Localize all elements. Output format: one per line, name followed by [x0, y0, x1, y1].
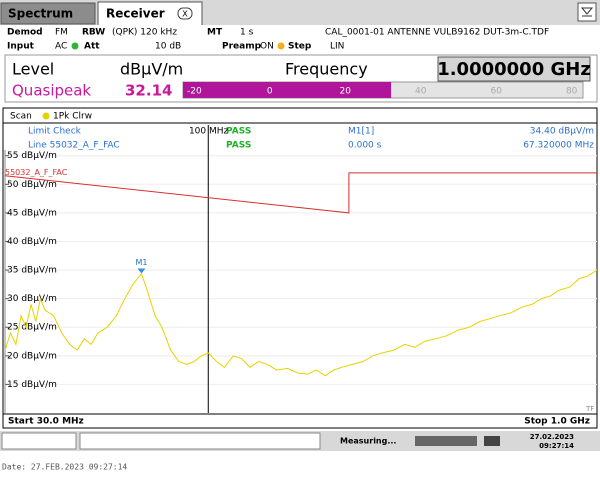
- level-label: Level: [12, 60, 54, 79]
- bar-tick-label: 60: [490, 87, 502, 97]
- marker-info: M1[1]: [348, 127, 374, 137]
- status-time: 09:27:14: [539, 442, 574, 450]
- setting-key: Att: [84, 42, 100, 52]
- menu-glyph: [580, 7, 594, 17]
- setting-key: Demod: [7, 28, 43, 38]
- status-icon: [484, 436, 500, 446]
- tab-label[interactable]: Spectrum: [8, 7, 73, 21]
- setting-key: Input: [7, 42, 35, 52]
- y-tick-label: 15 dBµV/m: [7, 380, 57, 390]
- level-unit: dBµV/m: [120, 60, 183, 79]
- y-tick-label: 30 dBµV/m: [7, 294, 57, 304]
- frequency-label: Frequency: [285, 60, 368, 79]
- start-label: Start 30.0 MHz: [8, 417, 84, 427]
- y-tick-label: 40 dBµV/m: [7, 237, 57, 247]
- level-bar: -20 0 20 40 60 80: [182, 81, 584, 99]
- status-date: 27.02.2023: [530, 433, 574, 441]
- setting-key: Step: [288, 42, 312, 52]
- marker-info: 34.40 dBµV/m: [530, 127, 594, 137]
- settings: [0, 25, 600, 53]
- marker: [137, 268, 146, 274]
- plot-window: [2, 107, 598, 429]
- legend-entry: 1Pk Clrw: [53, 112, 92, 122]
- level-value: 32.14: [125, 82, 172, 100]
- bar-fill: [183, 82, 392, 98]
- status-field: [1, 432, 77, 450]
- bar-tick-label: 20: [340, 87, 352, 97]
- trace: [4, 269, 598, 377]
- info-status: PASS: [226, 127, 251, 137]
- setting-value: AC: [55, 42, 67, 52]
- y-tick-label: 25 dBµV/m: [7, 323, 57, 333]
- setting-value: (QPK) 120 kHz: [112, 28, 177, 38]
- tf-label: TF: [585, 405, 594, 413]
- status-dot: [277, 42, 285, 50]
- legend-dot: [42, 112, 50, 120]
- y-tick-label: 55 dBµV/m: [7, 151, 57, 161]
- frequency-box[interactable]: [437, 56, 591, 82]
- footer: Date: 27.FEB.2023 09:27:14: [2, 463, 127, 472]
- setting-value: CAL_0001-01 ANTENNE VULB9162 DUT-3m-C.TD…: [325, 28, 549, 38]
- y-tick-label: 35 dBµV/m: [7, 266, 57, 276]
- scan-label: Scan: [10, 112, 32, 122]
- status-dot: [71, 42, 79, 50]
- y-tick-label: 45 dBµV/m: [7, 208, 57, 218]
- setting-key: MT: [207, 28, 223, 38]
- display-line-label: 100 MHz: [189, 127, 229, 137]
- plot: 55 dBµV/m 50 dBµV/m 45 dBµV/m 40 dBµV/m 35 d…: [4, 125, 598, 413]
- limit-line-label: 55032_A_F_FAC: [5, 168, 68, 177]
- limit-line: [4, 172, 597, 214]
- detector: Quasipeak: [12, 82, 91, 100]
- frequency-value[interactable]: 1.0000000 GHz: [437, 59, 591, 80]
- info-status: PASS: [226, 141, 251, 151]
- close-icon[interactable]: [177, 7, 193, 20]
- setting-key: RBW: [82, 28, 105, 38]
- bar-tick-label: -20: [187, 87, 202, 97]
- bar-tick-label: 0: [267, 87, 273, 97]
- setting-value: 1 s: [240, 28, 254, 38]
- setting-value: FM: [55, 28, 68, 38]
- close-glyph[interactable]: X: [182, 10, 188, 19]
- marker-label: M1: [135, 258, 147, 267]
- marker-info: 67.320000 MHz: [523, 141, 594, 151]
- progress: [415, 436, 477, 446]
- setting-value: ON: [260, 42, 274, 52]
- y-tick-label: 50 dBµV/m: [7, 180, 57, 190]
- tab-label[interactable]: Receiver: [106, 7, 165, 21]
- status-field: [79, 432, 321, 450]
- stop-label: Stop 1.0 GHz: [524, 417, 590, 427]
- menu-icon[interactable]: [577, 2, 597, 22]
- marker-info: 0.000 s: [348, 141, 382, 151]
- status-text: Measuring...: [340, 437, 396, 446]
- setting-value: 10 dB: [155, 42, 181, 52]
- bar-tick-label: 40: [415, 87, 427, 97]
- y-tick-label: 20 dBµV/m: [7, 351, 57, 361]
- bar-tick-label: 80: [566, 87, 578, 97]
- info-label: Line 55032_A_F_FAC: [28, 141, 120, 151]
- info-label: Limit Check: [28, 127, 82, 137]
- tab[interactable]: [0, 2, 96, 25]
- setting-value: LIN: [330, 42, 344, 52]
- setting-key: Preamp: [222, 42, 262, 52]
